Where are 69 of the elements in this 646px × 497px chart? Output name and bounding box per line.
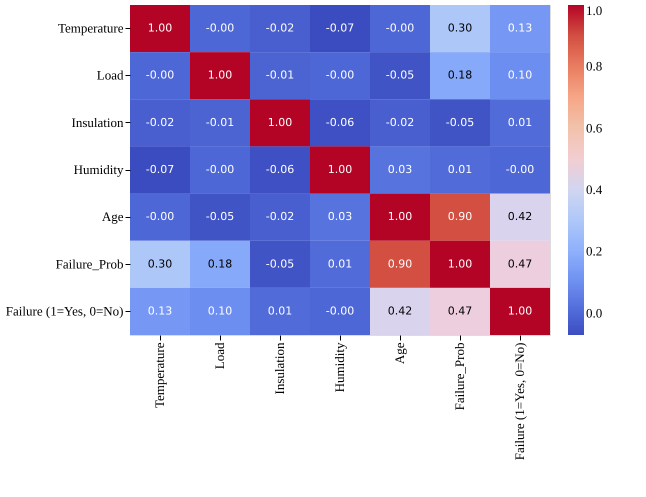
- data-label: 1.00: [448, 257, 472, 270]
- x-tick-label: Failure (1=Yes, 0=No): [512, 342, 527, 460]
- y-tick-label: Insulation: [72, 114, 124, 130]
- y-tick-label: Failure_Prob: [56, 256, 124, 272]
- data-label: -0.00: [146, 210, 174, 224]
- data-label: 0.03: [328, 210, 352, 224]
- data-label: 1.00: [328, 163, 352, 176]
- data-label: 0.30: [148, 257, 172, 270]
- x-tick-label: Humidity: [332, 342, 347, 392]
- data-label: -0.01: [266, 68, 294, 82]
- data-label: 0.10: [208, 304, 232, 318]
- data-label: 1.00: [148, 22, 172, 35]
- color-bar-label: 0.8: [586, 58, 602, 74]
- data-label: -0.00: [146, 68, 174, 82]
- data-label: -0.02: [386, 116, 414, 129]
- color-bar-label: 0.0: [586, 305, 602, 320]
- data-label: -0.05: [446, 116, 474, 129]
- color-bar-label: 0.6: [586, 120, 603, 136]
- data-label: 0.47: [508, 257, 532, 270]
- data-label: -0.00: [206, 22, 234, 35]
- y-tick-label: Age: [102, 209, 124, 224]
- data-label: 0.18: [208, 257, 232, 270]
- data-label: 1.00: [208, 68, 232, 82]
- data-label: -0.01: [206, 116, 234, 129]
- data-label: -0.00: [326, 68, 354, 82]
- data-label: -0.00: [206, 163, 234, 176]
- data-label: -0.00: [386, 22, 414, 35]
- data-label: -0.06: [266, 163, 294, 176]
- x-tick-label: Insulation: [272, 342, 287, 394]
- data-label: 0.03: [388, 163, 412, 176]
- x-tick-label: Failure_Prob: [452, 342, 467, 410]
- data-label: -0.07: [326, 22, 354, 35]
- data-label: 0.90: [388, 257, 412, 270]
- data-label: 0.42: [388, 304, 412, 318]
- data-label: -0.02: [146, 116, 174, 129]
- color-bar-label: 0.2: [586, 244, 602, 259]
- data-label: 0.13: [148, 304, 172, 318]
- data-label: 0.13: [508, 22, 532, 35]
- data-label: -0.07: [146, 163, 174, 176]
- data-label: 0.01: [328, 257, 352, 270]
- color-bar-label: 0.4: [586, 182, 603, 198]
- data-label: 1.00: [268, 116, 292, 129]
- data-label: 0.01: [268, 304, 292, 318]
- y-tick-label: Failure (1=Yes, 0=No): [6, 303, 124, 318]
- data-label: 1.00: [388, 210, 412, 224]
- data-label: -0.00: [506, 163, 534, 176]
- data-label: 0.30: [448, 22, 472, 35]
- data-label: -0.05: [206, 210, 234, 224]
- y-tick-label: Humidity: [74, 162, 124, 177]
- x-tick-label: Temperature: [152, 342, 167, 408]
- data-label: 1.00: [508, 304, 532, 318]
- data-label: -0.02: [266, 210, 294, 224]
- data-label: 0.10: [508, 68, 532, 82]
- data-label: -0.05: [266, 257, 294, 270]
- data-label: 0.01: [508, 116, 532, 129]
- data-label: -0.00: [326, 304, 354, 318]
- data-label: 0.01: [448, 163, 472, 176]
- data-label: -0.02: [266, 22, 294, 35]
- color-bar-label: 1.0: [586, 3, 602, 18]
- x-tick-label: Load: [212, 342, 227, 370]
- data-label: 0.90: [448, 210, 472, 224]
- y-tick-label: Temperature: [58, 20, 124, 36]
- data-label: -0.05: [386, 68, 414, 82]
- data-label: 0.42: [508, 210, 532, 224]
- x-tick-label: Age: [392, 342, 407, 364]
- data-label: 0.18: [448, 68, 472, 82]
- data-label: 0.47: [448, 304, 472, 318]
- y-tick-label: Load: [96, 68, 124, 83]
- data-label: -0.06: [326, 116, 354, 129]
